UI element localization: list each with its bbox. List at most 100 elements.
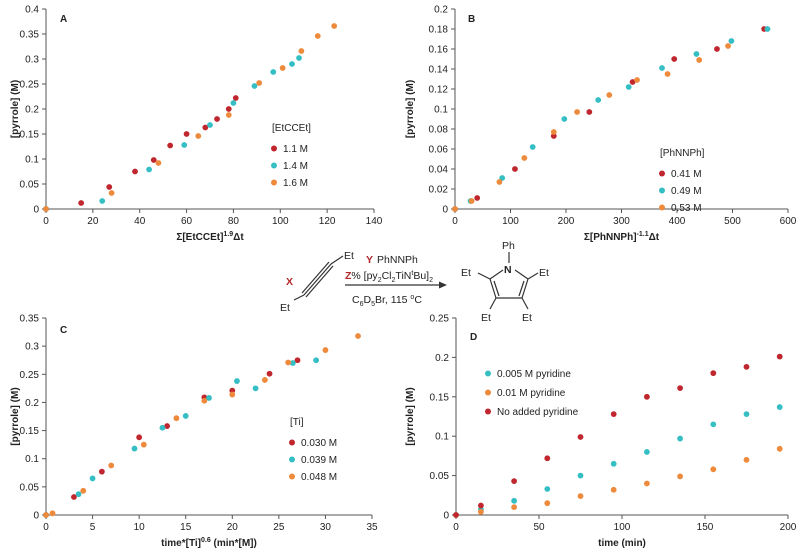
x-tick-label: 150 (697, 522, 714, 533)
data-point (577, 472, 584, 479)
legend-marker (659, 170, 665, 177)
x-tick-label: 20 (87, 216, 99, 227)
data-point (550, 133, 557, 139)
legend: 0.005 M pyridine 0.01 M pyridine No added … (485, 369, 579, 418)
data-point (98, 468, 105, 475)
data-point (659, 65, 665, 71)
data-point (743, 363, 750, 370)
data-point (214, 116, 220, 122)
panel-label: D (470, 332, 477, 343)
alkyne-bond (293, 294, 305, 301)
legend-label: No added pyridine (497, 407, 579, 418)
data-point (75, 491, 82, 498)
data-point (225, 106, 232, 112)
data-point (313, 357, 320, 364)
data-point (577, 434, 584, 440)
x-tick-label: 100 (614, 522, 631, 533)
y-tick-label: 0.2 (25, 398, 39, 409)
series-0-005-m-pyridine (453, 404, 783, 518)
x-axis-title: time*[Ti]0.6 (min*[M]) (161, 537, 257, 549)
legend-marker (271, 145, 277, 152)
series-0-53-m (452, 43, 731, 212)
x-tick-label: 140 (366, 216, 383, 227)
series-no-added-pyridine (453, 353, 783, 518)
x-tick-label: 500 (724, 216, 741, 227)
data-point (294, 357, 301, 364)
over-arrow-line-2: Z% [py2Cl2TiNtBu]2 (345, 270, 433, 284)
x-tick-label: 120 (319, 216, 336, 227)
series-1-1-m (43, 95, 239, 212)
y-tick-label: 0.35 (20, 314, 40, 325)
data-point (512, 166, 518, 172)
data-point (99, 198, 106, 204)
y-axis-title: [pyrrole] (M) (405, 80, 416, 138)
data-point (314, 33, 321, 39)
data-point (173, 415, 180, 422)
legend-marker (271, 179, 277, 186)
pyrrole-bond (518, 280, 525, 297)
pyrrole-et-right: Et (539, 267, 549, 279)
data-point (478, 508, 484, 515)
y-tick-label: 0.1 (25, 454, 39, 465)
y-tick-label: 0.3 (25, 342, 39, 353)
data-point (634, 77, 640, 83)
legend: [Ti] 0.030 M 0.039 M 0.048 M (289, 417, 337, 483)
data-point (183, 131, 190, 137)
x-tick-label: 35 (366, 522, 378, 533)
data-point (225, 112, 232, 118)
y-tick-label: 0.05 (20, 180, 40, 191)
legend: [EtCCEt] 1.1 M 1.4 M 1.6 M (271, 123, 311, 189)
legend-label: 0.01 M pyridine (497, 388, 566, 399)
data-point (710, 370, 717, 377)
series-0-01-m-pyridine (453, 445, 783, 518)
data-point (234, 378, 240, 384)
data-point (229, 391, 236, 398)
legend-marker (659, 204, 665, 211)
data-point (159, 424, 166, 431)
under-arrow-conditions: C6D5Br, 115 oC (352, 294, 422, 308)
y-tick-label: 0.18 (429, 25, 449, 36)
reagent-y-name: PhNNPh (377, 254, 418, 266)
data-point (677, 385, 683, 392)
data-point (511, 504, 517, 511)
legend-label: 1.1 M (283, 144, 308, 155)
legend-label: 1.4 M (283, 161, 308, 172)
data-point (511, 478, 517, 485)
data-point (452, 206, 458, 212)
legend-label: 0.49 M (671, 186, 702, 197)
data-point (182, 413, 189, 419)
data-point (776, 353, 783, 360)
y-tick-label: 0.4 (25, 5, 39, 16)
y-tick-label: 0.25 (430, 314, 450, 325)
y-tick-label: 0.05 (20, 482, 40, 493)
data-point (80, 487, 87, 494)
y-axis-title: [pyrrole] (M) (10, 387, 21, 445)
y-tick-label: 0 (33, 205, 39, 216)
data-point (289, 360, 296, 366)
data-point (49, 510, 56, 517)
series-0-048-m (43, 333, 361, 518)
data-point (279, 65, 286, 71)
y-tick-label: 0.12 (429, 85, 449, 96)
x-tick-label: 40 (134, 216, 146, 227)
legend-label: 1.6 M (283, 178, 308, 189)
data-point (202, 124, 209, 131)
data-point (561, 116, 568, 122)
x-tick-label: 400 (669, 216, 686, 227)
x-tick-label: 200 (558, 216, 575, 227)
alkyne-et-bottom: Et (280, 302, 290, 314)
x-tick-label: 5 (90, 522, 96, 533)
x-axis-title: Σ[EtCCEt]1.9Δt (176, 231, 244, 243)
pyrrole-et-bottom-right: Et (522, 312, 532, 324)
chart-panel-d: 0 0.05 0.1 0.15 0.2 0.25 0 50 100 150 200 D [pyrrole… (405, 314, 797, 550)
data-point (89, 475, 96, 482)
chart-panel-a: 0 0.05 0.1 0.15 0.2 0.25 0.3 0.35 0.4 0 20 40 60 80 10… (10, 5, 383, 244)
y-tick-label: 0.35 (20, 30, 40, 41)
data-point (644, 449, 650, 455)
pyrrole-bond (489, 278, 497, 299)
data-point (725, 43, 731, 49)
legend-marker (659, 187, 665, 194)
legend-marker (271, 162, 277, 169)
x-tick-label: 25 (273, 522, 285, 533)
data-point (474, 195, 481, 201)
